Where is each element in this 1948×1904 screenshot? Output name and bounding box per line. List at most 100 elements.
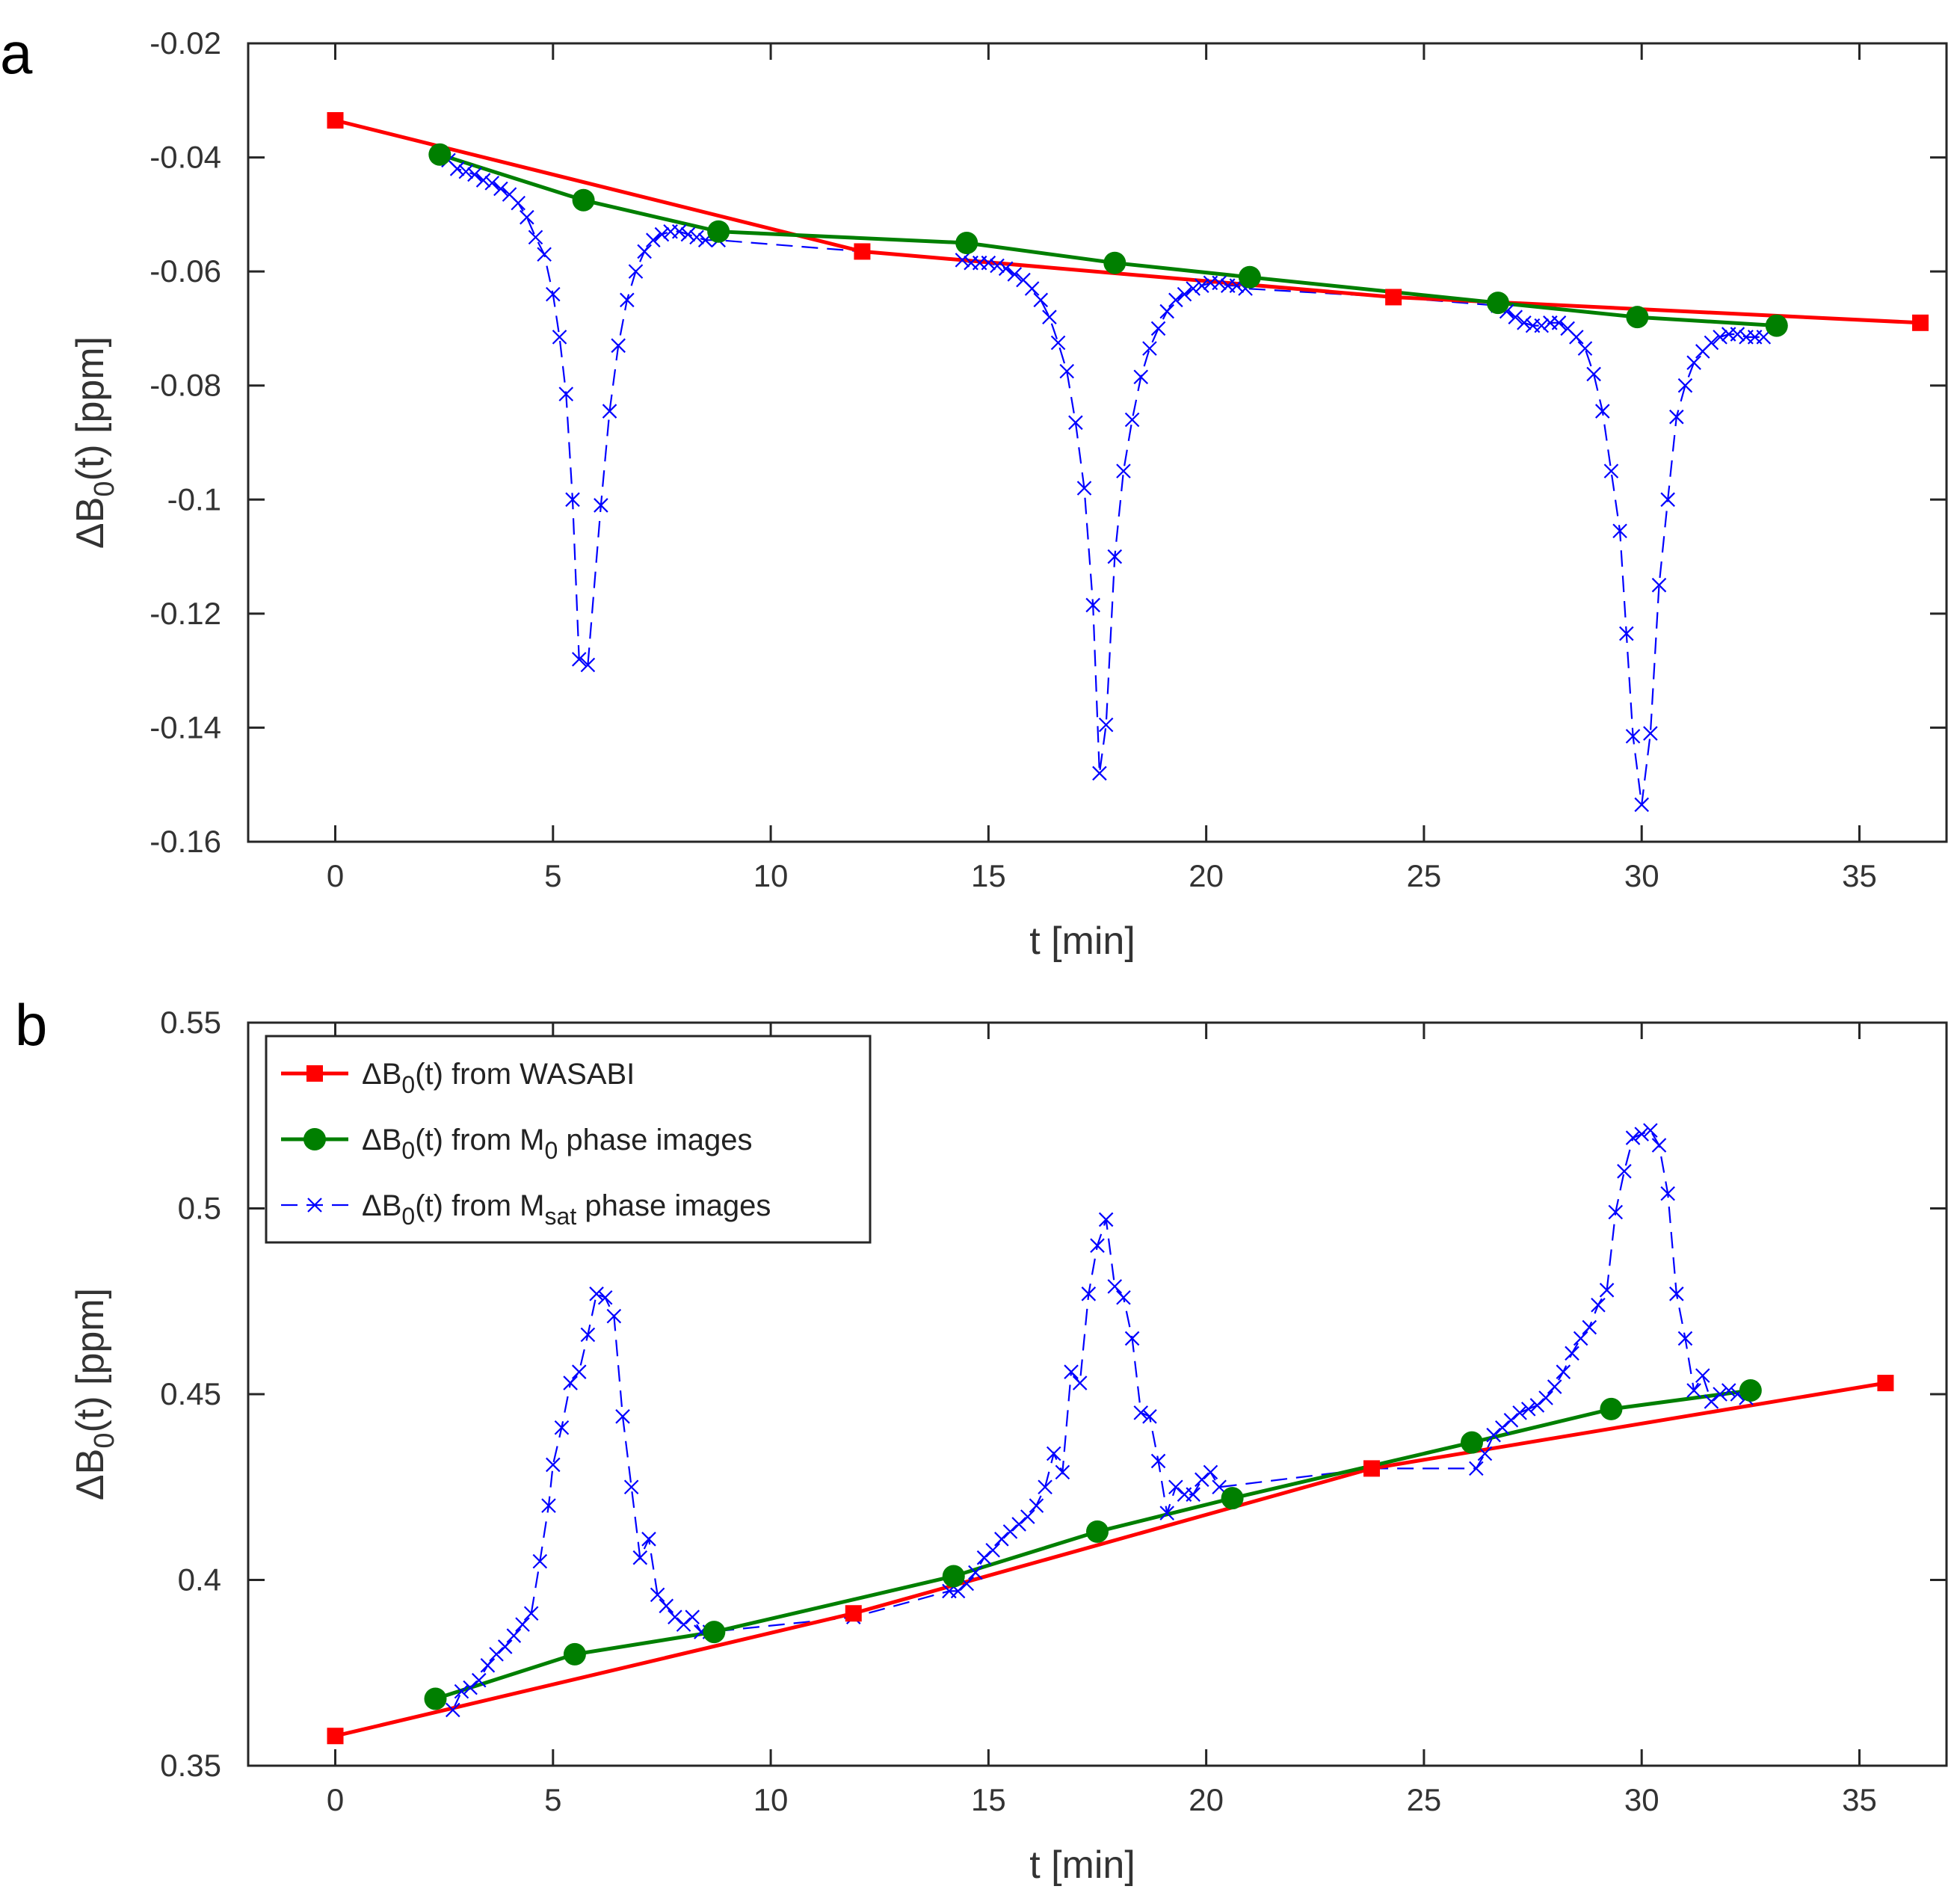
- point-msat: [1503, 1413, 1519, 1428]
- point-msat: [1603, 463, 1619, 478]
- point-msat: [1534, 318, 1549, 333]
- point-msat: [646, 232, 661, 247]
- point-msat: [571, 652, 587, 667]
- x-tick-label: 30: [1624, 1782, 1659, 1817]
- point-msat: [1617, 1164, 1632, 1179]
- point-m0: [1238, 265, 1261, 289]
- x-tick-label: 25: [1407, 1782, 1442, 1817]
- point-msat: [1116, 463, 1131, 478]
- point-msat: [1547, 1379, 1562, 1394]
- point-msat: [458, 164, 474, 179]
- point-msat: [471, 1672, 487, 1688]
- point-msat: [1625, 729, 1641, 744]
- point-msat: [558, 386, 574, 401]
- x-tick-label: 20: [1189, 1782, 1224, 1817]
- panel-a: a 0 5 10 15 20 25 30 35 -0.02 -0.04 -0.06 -0.08 -0.1 -…: [0, 20, 1948, 963]
- point-msat: [1107, 549, 1123, 564]
- point-msat: [515, 1617, 530, 1632]
- series-line-msat: [448, 159, 1764, 805]
- x-tick-label: 35: [1842, 858, 1877, 893]
- point-m0: [1086, 1520, 1109, 1543]
- point-msat: [1695, 1368, 1710, 1383]
- point-msat: [1573, 1331, 1588, 1346]
- point-msat: [506, 1628, 522, 1643]
- point-msat: [1195, 1472, 1209, 1488]
- point-msat: [580, 657, 596, 673]
- point-msat: [623, 1479, 639, 1495]
- point-m0: [707, 220, 730, 243]
- point-msat: [1055, 1464, 1070, 1480]
- point-msat: [1203, 1464, 1218, 1480]
- x-tick-label: 0: [327, 1782, 344, 1817]
- point-msat: [449, 161, 465, 176]
- point-m0: [572, 188, 595, 212]
- point-msat: [1002, 1524, 1018, 1539]
- point-msat: [1081, 1287, 1097, 1301]
- point-msat: [1594, 404, 1610, 419]
- legend-label-msat: ΔB0(t) from Msat phase images: [362, 1189, 771, 1230]
- point-msat: [463, 1680, 478, 1695]
- point-msat: [1608, 1204, 1624, 1220]
- point-msat: [1660, 1186, 1675, 1201]
- point-msat: [1124, 1331, 1140, 1346]
- point-msat: [1612, 523, 1627, 539]
- point-msat: [528, 229, 543, 245]
- point-msat: [1556, 1364, 1571, 1379]
- x-tick-label: 20: [1189, 858, 1224, 893]
- y-axis-label: ΔB0(t) [ppm]: [69, 1288, 120, 1500]
- point-msat: [1677, 378, 1693, 393]
- point-msat: [1660, 492, 1675, 508]
- point-msat: [628, 264, 644, 279]
- point-msat: [998, 261, 1014, 277]
- point-msat: [532, 1553, 548, 1569]
- x-tick-label: 25: [1407, 858, 1442, 893]
- point-msat: [1551, 315, 1567, 330]
- point-msat: [620, 292, 635, 308]
- point-m0: [1626, 306, 1649, 329]
- point-msat: [1651, 577, 1667, 593]
- point-m0: [955, 232, 978, 254]
- point-msat: [676, 1617, 691, 1632]
- point-msat: [1704, 1394, 1719, 1409]
- legend-label-m0: ΔB0(t) from M0 phase images: [362, 1124, 752, 1164]
- point-msat: [523, 1606, 539, 1621]
- point-m0: [1103, 251, 1126, 274]
- legend-marker-msat: [307, 1198, 322, 1213]
- point-msat: [446, 1702, 460, 1718]
- point-msat: [1092, 765, 1107, 781]
- point-msat: [637, 244, 652, 259]
- point-wasabi: [327, 111, 344, 129]
- point-msat: [1619, 626, 1634, 641]
- x-tick-label: 5: [544, 1782, 561, 1817]
- y-tick-label: 0.5: [178, 1191, 221, 1226]
- point-msat: [685, 1609, 700, 1624]
- point-msat: [497, 1639, 513, 1654]
- point-msat: [654, 227, 670, 242]
- point-msat: [968, 1565, 983, 1580]
- point-msat: [994, 1532, 1009, 1547]
- point-msat: [976, 1550, 992, 1565]
- point-msat: [1068, 415, 1083, 431]
- point-msat: [1150, 1453, 1166, 1469]
- point-wasabi: [1877, 1375, 1894, 1392]
- legend-marker-m0: [303, 1128, 326, 1150]
- point-msat: [1586, 366, 1601, 382]
- point-msat: [1591, 1297, 1606, 1313]
- point-msat: [1520, 1402, 1536, 1417]
- legend-marker-wasabi: [306, 1065, 323, 1082]
- point-msat: [1469, 1461, 1484, 1476]
- point-m0: [1221, 1487, 1244, 1510]
- point-msat: [1177, 286, 1192, 302]
- point-msat: [1072, 1375, 1088, 1390]
- point-m0: [1486, 292, 1509, 315]
- point-msat: [1508, 309, 1523, 324]
- point-wasabi: [854, 243, 871, 260]
- y-tick-label: 0.4: [178, 1562, 221, 1598]
- point-msat: [1064, 1364, 1079, 1379]
- y-tick-label: -0.08: [150, 368, 221, 403]
- y-tick-label: -0.04: [150, 140, 221, 175]
- point-msat: [1133, 369, 1149, 385]
- point-msat: [489, 1647, 504, 1662]
- point-msat: [546, 286, 561, 302]
- point-wasabi: [1912, 314, 1929, 331]
